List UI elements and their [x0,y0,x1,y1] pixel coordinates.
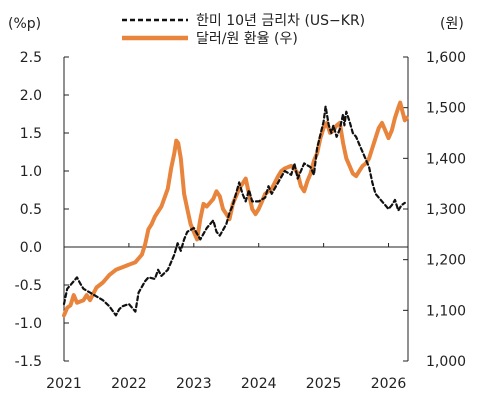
left-tick-label: 2.5 [20,50,42,66]
legend-label-spread: 한미 10년 금리차 (US−KR) [196,13,365,29]
x-tick-label: 2021 [46,376,82,392]
right-tick-label: 1,300 [426,202,466,218]
series-line-spread [62,105,406,317]
left-tick-label: -1.5 [15,354,42,370]
left-tick-label: 2.0 [20,88,42,104]
left-tick-label: 0.5 [20,202,42,218]
left-tick-label: 0.0 [20,240,42,256]
x-tick-label: 2022 [111,376,147,392]
x-tick-label: 2026 [371,376,407,392]
right-axis-unit: (원) [440,16,464,32]
left-axis-unit: (%p) [8,16,41,32]
right-tick-label: 1,100 [426,303,466,319]
left-tick-label: -1.0 [15,316,42,332]
x-tick-label: 2023 [176,376,212,392]
right-tick-label: 1,200 [426,253,466,269]
right-tick-label: 1,600 [426,50,466,66]
left-tick-label: -0.5 [15,278,42,294]
right-tick-label: 1,400 [426,151,466,167]
axes: 2.5 2.0 1.5 1.0 0.5 0.0 -0.5 -1.0 -1.5 1,600 1,500… [15,50,466,392]
left-tick-label: 1.5 [20,126,42,142]
left-tick-label: 1.0 [20,164,42,180]
right-tick-label: 1,500 [426,101,466,117]
x-tick-label: 2024 [241,376,277,392]
x-tick-label: 2025 [306,376,342,392]
legend-label-fx: 달러/원 환율 (우) [196,31,298,47]
right-tick-label: 1,000 [426,354,466,370]
series-layer [62,100,409,318]
legend: 한미 10년 금리차 (US−KR) 달러/원 환율 (우) [122,13,365,47]
